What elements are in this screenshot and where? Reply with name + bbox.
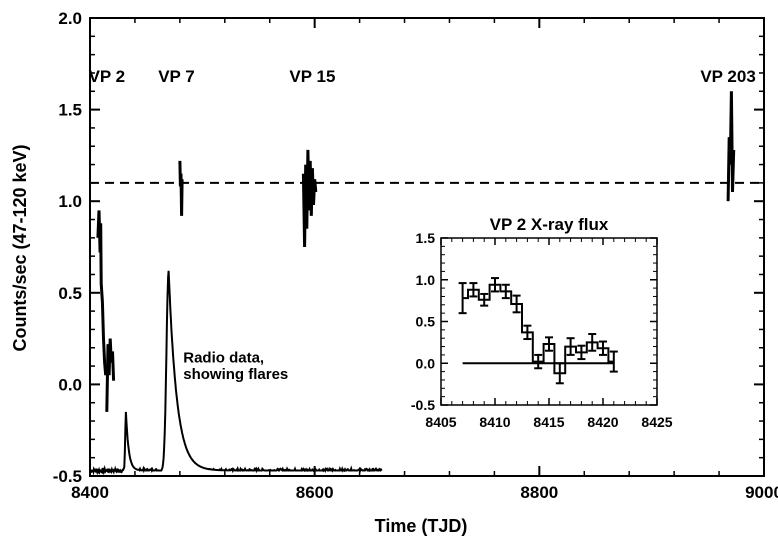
xray-series: [301, 149, 318, 248]
y-tick-label: 0.0: [58, 375, 82, 394]
inset-plot: VP 2 X-ray flux 8405 8410 8415 8420 8425 -0.5 0…: [411, 215, 673, 430]
annotation: VP 203: [700, 67, 755, 86]
x-tick-label: 8600: [296, 483, 334, 502]
x-axis-label: Time (TJD): [375, 516, 468, 536]
y-tick-label: 0.5: [58, 284, 82, 303]
annotation: VP 2: [89, 67, 126, 86]
xray-series: [726, 91, 736, 202]
inset-y-tick-label: 0.0: [416, 355, 436, 371]
annotation: showing flares: [183, 366, 288, 383]
inset-x-tick-label: 8425: [641, 414, 672, 430]
x-tick-label: 8800: [520, 483, 558, 502]
annotation: VP 7: [158, 67, 195, 86]
inset-frame: [440, 237, 658, 406]
inset-x-tick-label: 8410: [479, 414, 510, 430]
radio-curve: [89, 270, 383, 476]
annotation: Radio data,: [183, 349, 264, 366]
x-tick-label: 8400: [71, 483, 109, 502]
y-axis-label: Counts/sec (47-120 keV): [10, 144, 30, 351]
inset-title: VP 2 X-ray flux: [490, 215, 609, 234]
y-tick-label: 1.0: [58, 192, 82, 211]
annotation: VP 15: [289, 67, 335, 86]
y-tick-label: -0.5: [53, 467, 82, 486]
x-tick-label: 9000: [745, 483, 778, 502]
main-plot: 8400 8600 8800 9000 -0.5 0.0 0.5 1.0 1.5 2.0 VP 2 V…: [53, 9, 778, 502]
xray-series: [178, 160, 184, 216]
plot-frame: [89, 17, 765, 477]
inset-x-tick-label: 8420: [587, 414, 618, 430]
inset-y-tick-label: -0.5: [411, 397, 435, 413]
inset-x-tick-label: 8415: [533, 414, 564, 430]
inset-y-tick-label: 1.5: [416, 230, 436, 246]
inset-y-tick-label: 0.5: [416, 314, 436, 330]
inset-x-tick-label: 8405: [425, 414, 456, 430]
xray-series: [96, 210, 108, 376]
xray-series: [105, 338, 116, 412]
y-tick-label: 1.5: [58, 101, 82, 120]
inset-y-tick-label: 1.0: [416, 272, 436, 288]
y-tick-label: 2.0: [58, 9, 82, 28]
